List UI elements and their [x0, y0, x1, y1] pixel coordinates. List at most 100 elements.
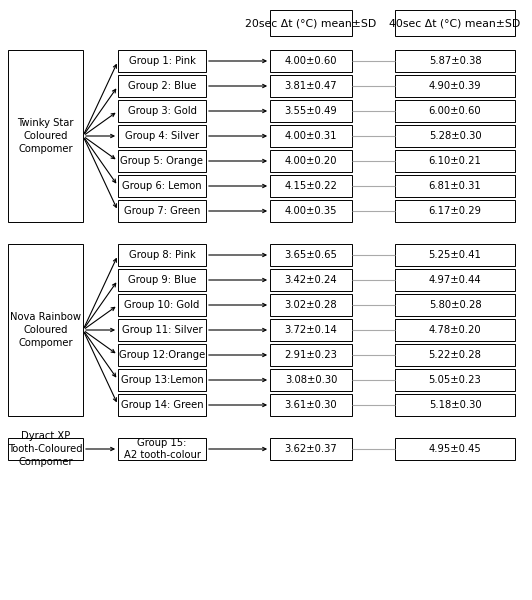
Text: Group 11: Silver: Group 11: Silver — [122, 325, 202, 335]
Bar — [270, 438, 352, 460]
Bar — [270, 125, 352, 147]
Text: 6.81±0.31: 6.81±0.31 — [429, 181, 481, 191]
Text: 4.00±0.20: 4.00±0.20 — [285, 156, 337, 166]
Text: Group 8: Pink: Group 8: Pink — [129, 250, 195, 260]
Bar — [118, 369, 206, 391]
Bar — [118, 438, 206, 460]
Text: 2.91±0.23: 2.91±0.23 — [285, 350, 337, 360]
Text: 20sec Δt (°C) mean±SD: 20sec Δt (°C) mean±SD — [245, 18, 377, 28]
Bar — [118, 75, 206, 97]
Bar — [395, 50, 515, 72]
Text: 4.00±0.31: 4.00±0.31 — [285, 131, 337, 141]
Text: 5.25±0.41: 5.25±0.41 — [429, 250, 481, 260]
Text: Dyract XP
Tooth-Coloured
Compomer: Dyract XP Tooth-Coloured Compomer — [8, 431, 83, 467]
Text: 4.90±0.39: 4.90±0.39 — [429, 81, 481, 91]
Bar — [270, 319, 352, 341]
Text: Group 15:
A2 tooth-colour: Group 15: A2 tooth-colour — [123, 438, 201, 460]
Text: Group 12:Orange: Group 12:Orange — [119, 350, 205, 360]
Bar — [270, 175, 352, 197]
Bar — [118, 294, 206, 316]
Bar — [8, 50, 83, 222]
Bar — [395, 344, 515, 366]
Bar — [395, 244, 515, 266]
Bar — [118, 344, 206, 366]
Text: 4.00±0.35: 4.00±0.35 — [285, 206, 337, 216]
Text: 5.18±0.30: 5.18±0.30 — [429, 400, 481, 410]
Bar — [270, 394, 352, 416]
Text: 4.95±0.45: 4.95±0.45 — [429, 444, 481, 454]
Bar — [395, 319, 515, 341]
Bar — [270, 75, 352, 97]
Bar — [270, 294, 352, 316]
Text: 5.87±0.38: 5.87±0.38 — [429, 56, 481, 66]
Text: 5.80±0.28: 5.80±0.28 — [429, 300, 481, 310]
Text: 40sec Δt (°C) mean±SD: 40sec Δt (°C) mean±SD — [389, 18, 521, 28]
Text: 4.00±0.60: 4.00±0.60 — [285, 56, 337, 66]
Bar — [395, 200, 515, 222]
Bar — [395, 294, 515, 316]
Bar — [270, 50, 352, 72]
Bar — [395, 369, 515, 391]
Bar — [395, 394, 515, 416]
Bar — [270, 100, 352, 122]
Bar — [395, 100, 515, 122]
Bar — [270, 369, 352, 391]
Bar — [270, 10, 352, 36]
Bar — [270, 244, 352, 266]
Text: Group 6: Lemon: Group 6: Lemon — [122, 181, 202, 191]
Text: 3.65±0.65: 3.65±0.65 — [285, 250, 337, 260]
Bar — [118, 319, 206, 341]
Text: Group 2: Blue: Group 2: Blue — [128, 81, 196, 91]
Bar — [270, 269, 352, 291]
Text: 3.02±0.28: 3.02±0.28 — [285, 300, 337, 310]
Text: Group 4: Silver: Group 4: Silver — [125, 131, 199, 141]
Bar — [118, 394, 206, 416]
Bar — [270, 344, 352, 366]
Bar — [270, 200, 352, 222]
Bar — [118, 150, 206, 172]
Bar — [395, 125, 515, 147]
Text: 4.15±0.22: 4.15±0.22 — [285, 181, 337, 191]
Text: 5.05±0.23: 5.05±0.23 — [429, 375, 481, 385]
Bar — [395, 75, 515, 97]
Text: 3.81±0.47: 3.81±0.47 — [285, 81, 337, 91]
Text: Group 1: Pink: Group 1: Pink — [129, 56, 195, 66]
Bar — [118, 200, 206, 222]
Text: 4.97±0.44: 4.97±0.44 — [429, 275, 481, 285]
Bar — [395, 150, 515, 172]
Bar — [395, 175, 515, 197]
Text: 4.78±0.20: 4.78±0.20 — [429, 325, 481, 335]
Bar — [118, 50, 206, 72]
Text: Nova Rainbow
Coloured
Compomer: Nova Rainbow Coloured Compomer — [10, 312, 81, 348]
Text: 6.00±0.60: 6.00±0.60 — [429, 106, 481, 116]
Text: 3.61±0.30: 3.61±0.30 — [285, 400, 337, 410]
Bar — [118, 269, 206, 291]
Text: Group 13:Lemon: Group 13:Lemon — [121, 375, 203, 385]
Bar — [395, 269, 515, 291]
Text: Group 7: Green: Group 7: Green — [124, 206, 200, 216]
Text: 3.72±0.14: 3.72±0.14 — [285, 325, 337, 335]
Bar — [395, 438, 515, 460]
Bar — [118, 175, 206, 197]
Bar — [395, 10, 515, 36]
Text: 6.17±0.29: 6.17±0.29 — [428, 206, 481, 216]
Text: Group 9: Blue: Group 9: Blue — [128, 275, 196, 285]
Text: 3.08±0.30: 3.08±0.30 — [285, 375, 337, 385]
Text: Twinky Star
Coloured
Compomer: Twinky Star Coloured Compomer — [17, 118, 74, 154]
Text: 5.28±0.30: 5.28±0.30 — [429, 131, 481, 141]
Text: Group 3: Gold: Group 3: Gold — [128, 106, 196, 116]
Text: 3.42±0.24: 3.42±0.24 — [285, 275, 337, 285]
Text: 3.62±0.37: 3.62±0.37 — [285, 444, 337, 454]
Bar — [118, 125, 206, 147]
Bar — [118, 244, 206, 266]
Bar — [118, 100, 206, 122]
Text: 5.22±0.28: 5.22±0.28 — [429, 350, 481, 360]
Bar — [270, 150, 352, 172]
Text: 3.55±0.49: 3.55±0.49 — [285, 106, 337, 116]
Text: Group 5: Orange: Group 5: Orange — [121, 156, 204, 166]
Text: Group 10: Gold: Group 10: Gold — [124, 300, 200, 310]
Text: Group 14: Green: Group 14: Green — [121, 400, 203, 410]
Bar — [8, 438, 83, 460]
Bar — [8, 244, 83, 416]
Text: 6.10±0.21: 6.10±0.21 — [429, 156, 481, 166]
